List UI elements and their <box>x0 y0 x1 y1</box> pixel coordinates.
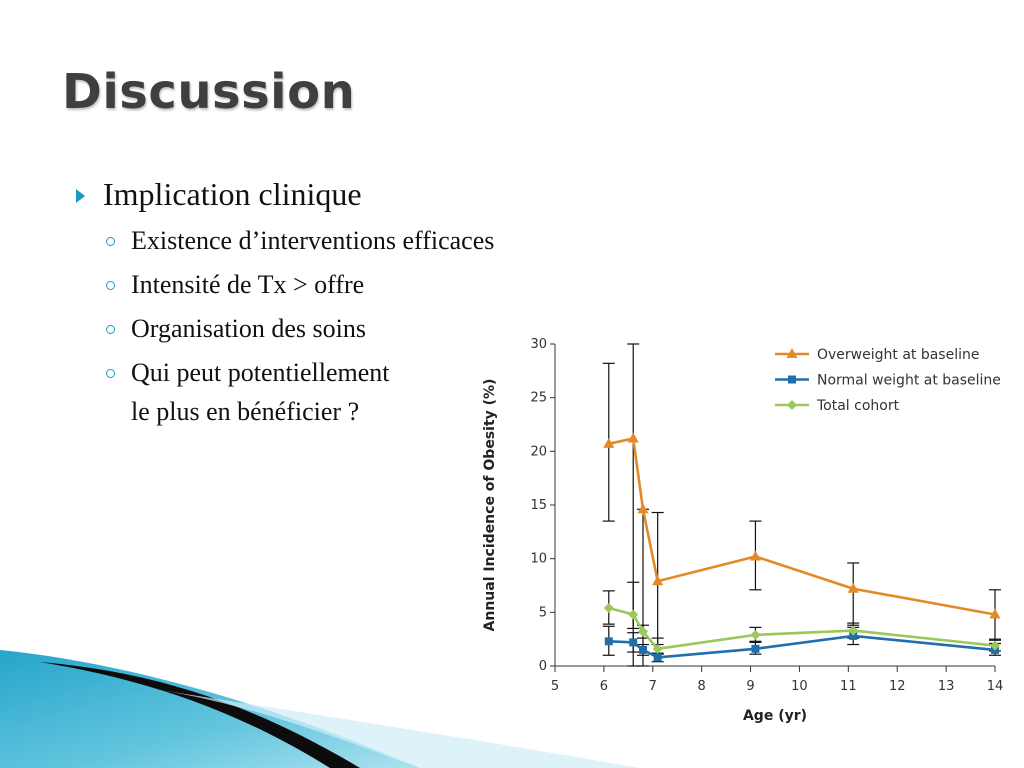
legend-label: Overweight at baseline <box>817 347 979 363</box>
x-tick-label: 7 <box>649 679 657 694</box>
x-tick-label: 12 <box>889 679 906 694</box>
subbullet-2: Intensité de Tx > offre <box>131 270 365 299</box>
y-tick-label: 10 <box>530 552 547 567</box>
data-point <box>637 503 649 514</box>
data-point <box>750 629 761 640</box>
circle-bullet-icon <box>106 369 115 378</box>
subbullet-1: Existence d’interventions efficaces <box>131 226 495 255</box>
legend-marker <box>786 348 798 358</box>
data-point <box>848 625 859 636</box>
x-axis-title: Age (yr) <box>743 708 807 724</box>
data-point <box>653 653 662 662</box>
circle-bullet-icon <box>106 325 115 334</box>
data-point <box>628 609 639 620</box>
legend-label: Total cohort <box>816 398 900 414</box>
x-tick-label: 5 <box>551 679 559 694</box>
data-point <box>847 582 859 593</box>
subbullet-4-continuation: le plus en bénéficier ? <box>131 397 360 426</box>
y-tick-label: 15 <box>530 498 547 513</box>
legend-label: Normal weight at baseline <box>817 373 1001 389</box>
legend-marker <box>788 375 796 384</box>
x-tick-label: 13 <box>938 679 955 694</box>
data-point <box>629 638 638 647</box>
legend-marker <box>787 400 797 410</box>
series-line <box>608 436 996 616</box>
subbullet-3: Organisation des soins <box>131 314 366 343</box>
circle-bullet-icon <box>106 237 115 246</box>
y-tick-label: 30 <box>530 337 547 352</box>
data-point <box>638 626 648 637</box>
x-tick-label: 9 <box>746 679 754 694</box>
data-point <box>639 645 647 654</box>
x-tick-label: 14 <box>987 679 1004 694</box>
circle-bullet-icon <box>106 281 115 290</box>
x-tick-label: 6 <box>600 679 608 694</box>
y-tick-label: 20 <box>530 444 547 459</box>
data-point <box>749 550 761 561</box>
main-bullet: Implication clinique <box>103 176 362 212</box>
data-point <box>989 608 1001 619</box>
subbullet-4: Qui peut potentiellement <box>131 358 390 387</box>
data-point <box>604 637 613 646</box>
data-point <box>990 640 1000 651</box>
x-tick-label: 10 <box>791 679 808 694</box>
y-tick-label: 5 <box>539 605 547 620</box>
y-tick-label: 0 <box>539 659 547 674</box>
data-point <box>652 575 664 586</box>
data-point <box>849 631 858 640</box>
data-point <box>603 437 615 448</box>
data-point <box>751 644 760 653</box>
y-axis-title: Annual Incidence of Obesity (%) <box>482 379 498 632</box>
x-tick-label: 8 <box>698 679 706 694</box>
data-point <box>603 603 614 614</box>
x-tick-label: 11 <box>840 679 857 694</box>
bullet-arrow-icon <box>76 189 85 203</box>
data-point <box>627 432 639 443</box>
data-point <box>652 643 663 654</box>
slide-title: Discussion <box>62 64 356 120</box>
y-tick-label: 25 <box>530 391 547 406</box>
